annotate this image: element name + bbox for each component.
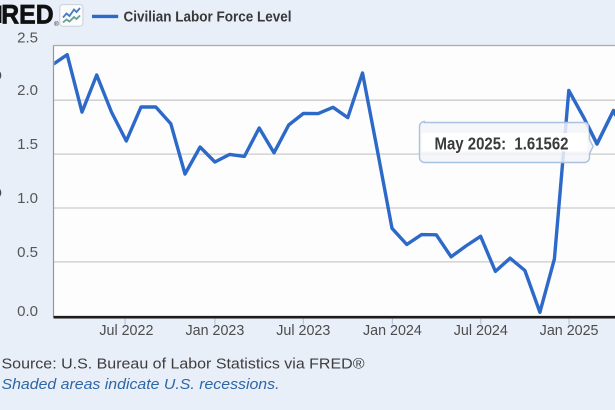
svg-text:Jan 2025: Jan 2025 <box>540 323 599 339</box>
svg-text:Jan 2023: Jan 2023 <box>185 323 244 339</box>
svg-text:Jul 2023: Jul 2023 <box>276 323 330 339</box>
svg-text:0.5: 0.5 <box>17 244 38 261</box>
svg-text:1.0: 1.0 <box>17 190 38 207</box>
svg-text:RED: RED <box>1 0 53 30</box>
svg-text:Jan 2024: Jan 2024 <box>363 323 422 339</box>
svg-text:Jul 2022: Jul 2022 <box>99 323 153 339</box>
svg-text:2.0: 2.0 <box>17 82 38 99</box>
svg-text:0.0: 0.0 <box>17 303 38 320</box>
svg-text:Source: U.S. Bureau of Labor S: Source: U.S. Bureau of Labor Statistics … <box>2 356 365 373</box>
svg-text:Jul 2024: Jul 2024 <box>454 323 508 339</box>
svg-text:®: ® <box>54 20 59 28</box>
svg-text:Shaded areas indicate U.S. rec: Shaded areas indicate U.S. recessions. <box>2 376 280 393</box>
svg-text:1.5: 1.5 <box>17 136 38 153</box>
svg-text:Civilian Labor Force Level: Civilian Labor Force Level <box>124 9 292 26</box>
svg-text:2.5: 2.5 <box>17 29 38 46</box>
svg-text:May 2025: 1.61562: May 2025: 1.61562 <box>435 134 569 154</box>
